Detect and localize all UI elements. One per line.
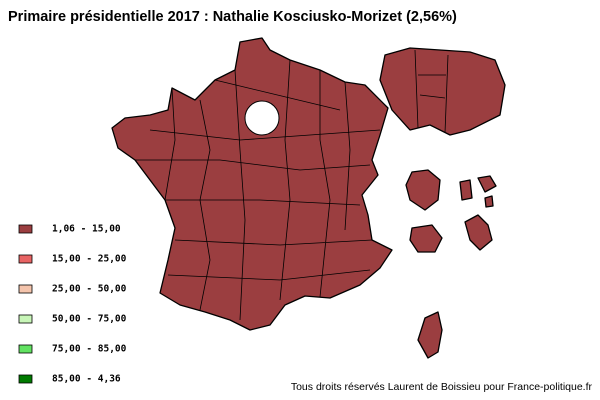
ile-de-france-inset [379,47,506,136]
legend-label: 15,00 - 25,00 [52,254,127,265]
mainland [111,37,393,331]
legend-label: 25,00 - 50,00 [52,284,127,295]
legend-swatch [18,254,33,264]
legend-swatch [18,224,33,234]
legend-swatch [18,284,33,294]
map-title: Primaire présidentielle 2017 : Nathalie … [8,9,457,25]
paris-region [244,100,280,136]
legend-label: 1,06 - 15,00 [52,224,121,235]
legend-label: 75,00 - 85,00 [52,344,127,355]
legend: 1,06 - 15,00 15,00 - 25,00 25,00 - 50,00 50… [18,224,127,385]
department-borders [135,59,381,321]
legend-swatch [18,344,33,354]
legend-swatch [18,314,33,324]
legend-swatch [18,374,33,384]
france-map [111,37,393,331]
credit: Tous droits réservés Laurent de Boissieu… [291,381,593,393]
legend-label: 50,00 - 75,00 [52,314,127,325]
legend-label: 85,00 - 4,36 [52,374,121,385]
overseas-territories [405,169,497,359]
